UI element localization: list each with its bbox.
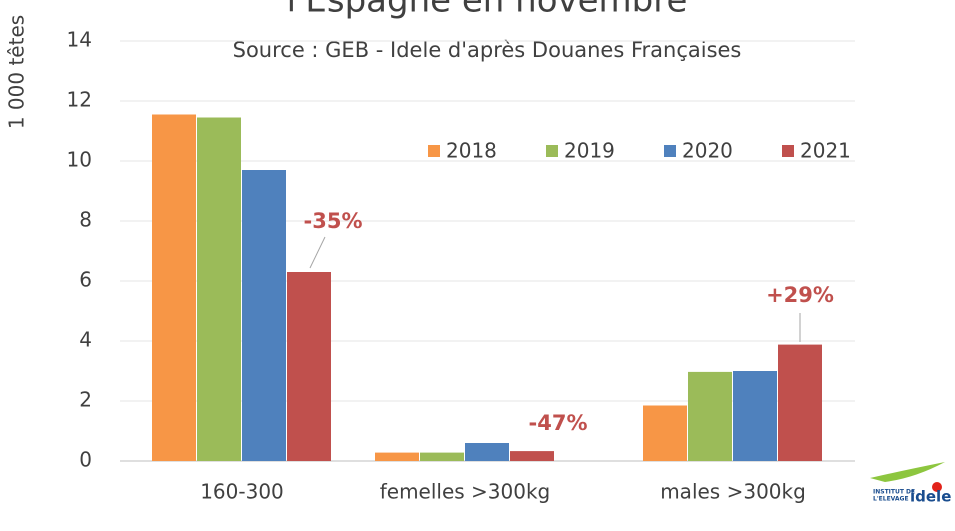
x-tick-label: males >300kg [660, 480, 806, 504]
y-tick-label: 6 [79, 268, 92, 292]
legend-label: 2018 [446, 139, 497, 163]
legend-label: 2019 [564, 139, 615, 163]
bar [510, 451, 554, 461]
legend-swatch [546, 145, 558, 157]
legend-swatch [664, 145, 676, 157]
bar [375, 452, 419, 461]
bar [242, 170, 286, 461]
y-tick-label: 8 [79, 208, 92, 232]
x-tick-label: 160-300 [200, 480, 284, 504]
logo-dot [932, 482, 942, 492]
x-tick-label: femelles >300kg [380, 480, 551, 504]
logo: INSTITUT DE L'ELEVAGE idele [870, 462, 951, 506]
bar [420, 452, 464, 461]
annotation: -47% [529, 411, 588, 435]
bar [197, 117, 241, 461]
bar [733, 371, 777, 461]
y-tick-label: 4 [79, 328, 92, 352]
annotation-leader [309, 236, 326, 269]
bar [643, 405, 687, 461]
logo-text: INSTITUT DE [873, 489, 915, 496]
legend-swatch [782, 145, 794, 157]
y-axis-label: 1 000 têtes [5, 15, 29, 129]
bar [465, 443, 509, 461]
y-tick-label: 0 [79, 448, 92, 472]
chart-title: l'Espagne en novembre [287, 0, 688, 21]
legend-swatch [428, 145, 440, 157]
logo-text: L'ELEVAGE [873, 496, 909, 503]
logo-brand: idele [910, 488, 951, 506]
bar [152, 114, 196, 461]
annotation: -35% [304, 209, 363, 233]
bar [688, 371, 732, 461]
chart-subtitle: Source : GEB - Idele d'après Douanes Fra… [233, 38, 742, 62]
legend-label: 2021 [800, 139, 851, 163]
bar [778, 344, 822, 461]
bar [287, 272, 331, 461]
y-tick-label: 2 [79, 388, 92, 412]
annotation: +29% [766, 283, 834, 307]
y-tick-label: 14 [67, 28, 92, 52]
y-tick-label: 10 [67, 148, 92, 172]
logo-swoosh [870, 462, 945, 482]
y-tick-label: 12 [67, 88, 92, 112]
legend-label: 2020 [682, 139, 733, 163]
